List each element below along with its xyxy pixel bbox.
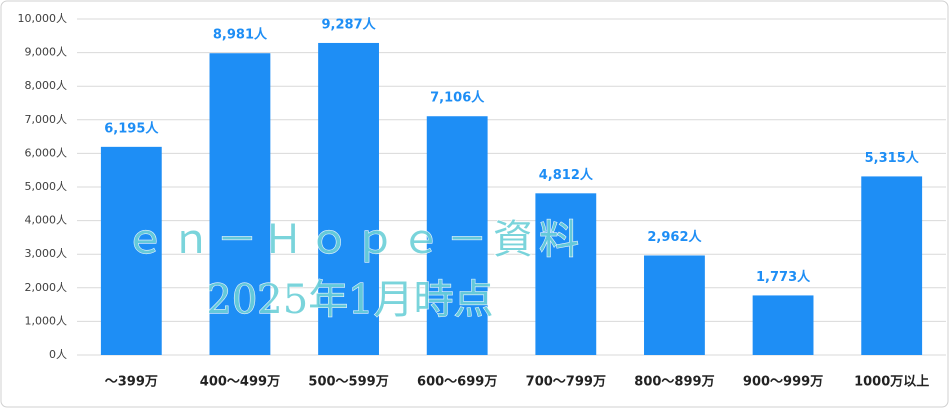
bar xyxy=(535,193,597,355)
value-label: 8,981人 xyxy=(213,27,268,43)
x-tick-label: 900～999万 xyxy=(743,375,823,390)
y-tick-label: 6,000人 xyxy=(25,146,68,159)
value-label: 5,315人 xyxy=(865,150,920,166)
value-label: 9,287人 xyxy=(322,16,377,32)
bar xyxy=(752,295,814,355)
x-tick-label: ～399万 xyxy=(105,375,158,390)
value-label: 4,812人 xyxy=(539,167,594,183)
y-tick-label: 0人 xyxy=(49,348,67,361)
bar xyxy=(100,146,162,355)
value-label: 7,106人 xyxy=(430,90,485,106)
bar xyxy=(318,42,379,356)
value-label: 2,962人 xyxy=(647,229,702,245)
y-tick-label: 8,000人 xyxy=(25,79,68,92)
x-tick-label: 1000万以上 xyxy=(854,375,929,390)
x-tick-label: 400～499万 xyxy=(200,375,280,390)
y-tick-label: 1,000人 xyxy=(25,314,68,327)
x-tick-label: 700～799万 xyxy=(526,375,606,390)
value-label: 6,195人 xyxy=(104,120,159,136)
y-tick-label: 5,000人 xyxy=(25,180,68,193)
watermark: 2025年1月時点 xyxy=(206,277,493,323)
y-tick-label: 3,000人 xyxy=(25,247,68,260)
x-tick-label: 600～699万 xyxy=(417,375,497,390)
y-tick-label: 2,000人 xyxy=(25,281,68,294)
watermark: ｅｎ－Ｈｏｐｅ－資料 xyxy=(125,217,585,263)
y-tick-label: 7,000人 xyxy=(25,113,68,126)
value-label: 1,773人 xyxy=(756,269,811,285)
bar xyxy=(426,116,488,355)
bar xyxy=(861,176,923,355)
x-tick-label: 800～899万 xyxy=(634,375,714,390)
x-tick-label: 500～599万 xyxy=(308,375,388,390)
y-tick-label: 4,000人 xyxy=(25,214,68,227)
bar xyxy=(644,255,705,355)
y-tick-label: 9,000人 xyxy=(25,46,68,59)
y-tick-label: 10,000人 xyxy=(18,12,68,25)
bar xyxy=(209,53,271,355)
